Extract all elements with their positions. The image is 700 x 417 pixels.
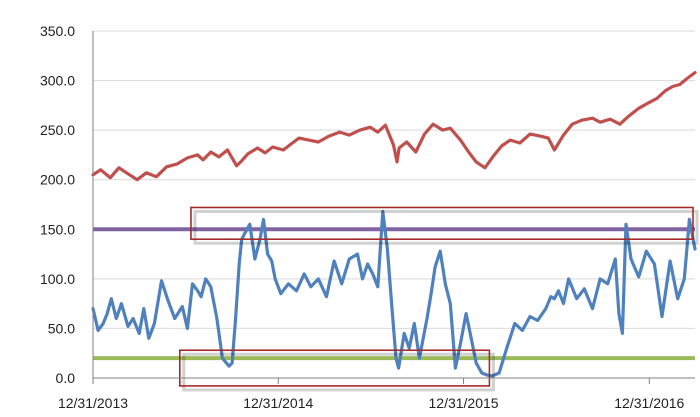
reference-lines <box>93 227 695 361</box>
lower-highlight-box <box>178 349 491 387</box>
x-axis-tick-labels: 12/31/2013 12/31/2014 12/31/2015 12/31/2016 <box>58 395 685 411</box>
y-tick-label: 350.0 <box>40 23 75 39</box>
y-tick-label: 50.0 <box>48 320 75 336</box>
axes <box>92 31 695 384</box>
series-lines <box>91 70 697 378</box>
oscillator-series-line <box>91 209 697 378</box>
y-tick-label: 0.0 <box>56 370 76 386</box>
upper-highlight-box <box>190 206 694 241</box>
y-tick-label: 300.0 <box>40 73 75 89</box>
highlight-box-shadow <box>182 352 495 392</box>
x-tick-label: 12/31/2013 <box>58 395 128 411</box>
y-tick-label: 100.0 <box>40 271 75 287</box>
y-tick-label: 250.0 <box>40 122 75 138</box>
y-axis-tick-labels: 350.0 300.0 250.0 200.0 150.0 100.0 50.0 0.0 <box>40 23 75 386</box>
x-tick-label: 12/31/2015 <box>429 395 499 411</box>
x-tick-label: 12/31/2014 <box>243 395 313 411</box>
index-series-line <box>91 70 697 182</box>
x-tick-label: 12/31/2016 <box>614 395 684 411</box>
highlight-box-shadow <box>193 209 699 245</box>
highlight-boxes <box>178 206 699 392</box>
gridlines <box>93 30 695 329</box>
y-tick-label: 150.0 <box>40 221 75 237</box>
y-tick-label: 200.0 <box>40 172 75 188</box>
